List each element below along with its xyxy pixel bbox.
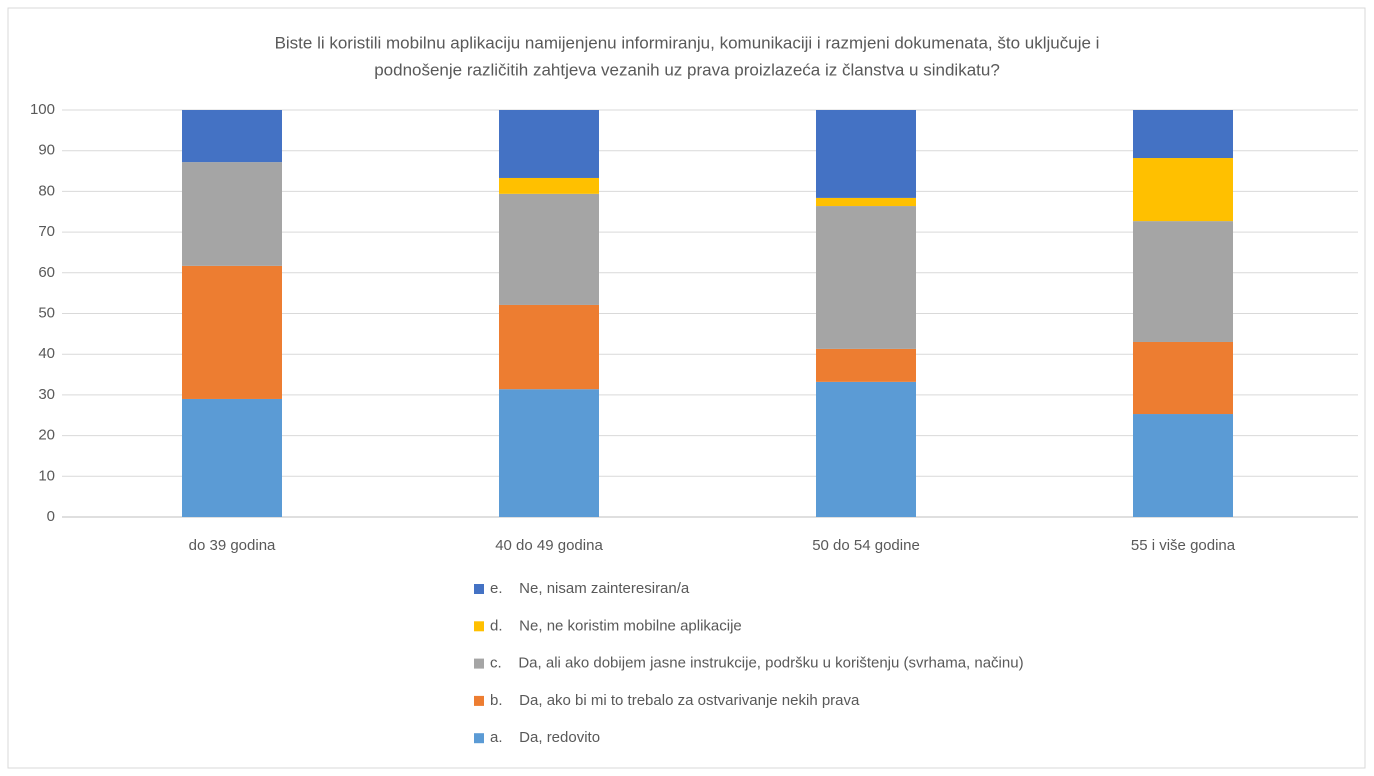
bar-segment: [1133, 221, 1233, 342]
y-tick-label: 30: [38, 386, 55, 403]
bar-segment: [816, 206, 916, 349]
legend-label: c. Da, ali ako dobijem jasne instrukcije…: [490, 655, 1024, 672]
bar-segment: [499, 193, 599, 305]
legend-swatch: [474, 658, 484, 669]
bar-segment: [1133, 158, 1233, 222]
y-tick-label: 100: [30, 101, 55, 118]
chart-title: Biste li koristili mobilnu aplikaciju na…: [275, 33, 1100, 52]
bar-segment: [1133, 110, 1233, 159]
bar-segment: [182, 398, 282, 517]
y-tick-label: 20: [38, 427, 55, 444]
legend-label: a. Da, redovito: [490, 729, 600, 746]
bar-segment: [182, 265, 282, 399]
legend-label: b. Da, ako bi mi to trebalo za ostvariva…: [490, 692, 860, 709]
bar-segment: [182, 162, 282, 266]
legend-swatch: [474, 584, 484, 594]
y-tick-label: 0: [47, 508, 55, 525]
legend-swatch: [474, 621, 484, 632]
bar-segment: [499, 110, 599, 178]
y-tick-label: 90: [38, 142, 55, 159]
bar-segment: [816, 110, 916, 198]
y-tick-label: 40: [38, 345, 55, 362]
bar-segment: [1133, 341, 1233, 415]
bar-segment: [816, 348, 916, 382]
x-tick-label: 50 do 54 godine: [812, 537, 920, 554]
bar-segment: [499, 304, 599, 390]
legend-label: e. Ne, nisam zainteresiran/a: [490, 580, 690, 597]
legend-swatch: [474, 695, 484, 706]
x-tick-label: do 39 godina: [189, 537, 276, 554]
bar-segment: [816, 197, 916, 207]
y-tick-label: 70: [38, 223, 55, 240]
y-tick-label: 80: [38, 182, 55, 199]
legend-label: d. Ne, ne koristim mobilne aplikacije: [490, 617, 742, 634]
y-tick-label: 10: [38, 467, 55, 484]
x-tick-label: 40 do 49 godina: [495, 537, 603, 554]
bar-segment: [182, 110, 282, 163]
y-tick-label: 50: [38, 304, 55, 321]
x-tick-label: 55 i više godina: [1131, 537, 1236, 554]
chart-title: podnošenje različitih zahtjeva vezanih u…: [374, 60, 1000, 79]
y-tick-label: 60: [38, 264, 55, 281]
bar-segment: [499, 389, 599, 517]
legend-swatch: [474, 733, 484, 744]
bar-segment: [816, 381, 916, 517]
bar-segment: [499, 177, 599, 194]
bar-segment: [1133, 414, 1233, 517]
